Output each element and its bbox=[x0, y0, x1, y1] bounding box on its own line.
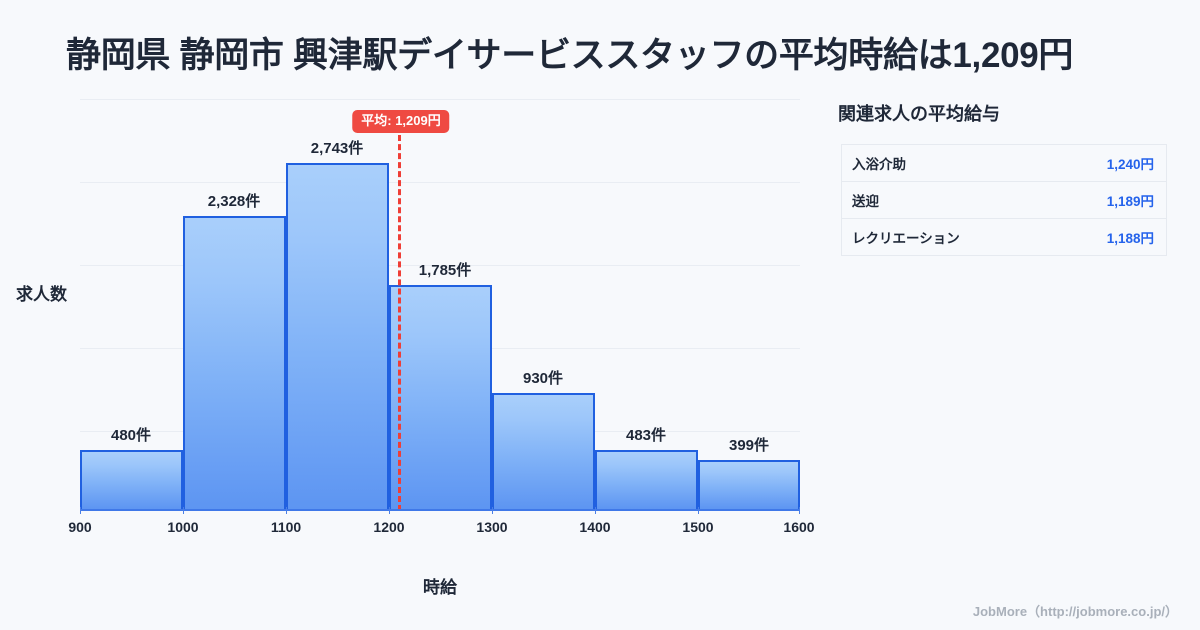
plot-area: 480件 2,328件 2,743件 1,785件 930件 483件 399件… bbox=[68, 99, 815, 535]
x-tick-label: 1300 bbox=[476, 519, 508, 535]
y-axis-title: 求人数 bbox=[16, 285, 67, 304]
bar-value-label: 480件 bbox=[110, 427, 152, 444]
x-tick bbox=[183, 507, 184, 514]
bar-1300-1400[interactable] bbox=[492, 393, 595, 511]
bar-1500-1600[interactable] bbox=[698, 460, 800, 511]
x-tick bbox=[286, 507, 287, 514]
table-row[interactable]: 入浴介助 1,240円 bbox=[841, 144, 1168, 182]
related-salary-value: 1,240円 bbox=[1053, 144, 1168, 182]
x-tick-label: 1000 bbox=[167, 519, 199, 535]
x-tick-label: 1200 bbox=[373, 519, 405, 535]
x-axis-title: 時給 bbox=[423, 578, 457, 597]
x-tick bbox=[389, 507, 390, 514]
gridline bbox=[80, 265, 800, 266]
related-salary-title: 関連求人の平均給与 bbox=[838, 104, 1000, 124]
x-axis-line bbox=[80, 509, 800, 511]
page-title: 静岡県 静岡市 興津駅デイサービススタッフの平均時給は1,209円 bbox=[66, 36, 1074, 75]
x-tick bbox=[595, 507, 596, 514]
bar-value-label: 1,785件 bbox=[418, 262, 472, 279]
average-badge: 平均: 1,209円 bbox=[352, 110, 450, 133]
x-tick-label: 900 bbox=[68, 519, 92, 535]
x-tick-label: 1500 bbox=[682, 519, 714, 535]
bar-value-label: 2,743件 bbox=[310, 140, 364, 157]
bar-1100-1200[interactable] bbox=[286, 163, 389, 511]
related-salary-value: 1,189円 bbox=[1053, 181, 1168, 219]
bar-1400-1500[interactable] bbox=[595, 450, 698, 511]
bar-1200-1300[interactable] bbox=[389, 285, 492, 511]
related-salary-value: 1,188円 bbox=[1053, 218, 1168, 256]
gridline bbox=[80, 99, 800, 100]
x-tick bbox=[492, 507, 493, 514]
related-salary-name: 入浴介助 bbox=[841, 144, 1054, 182]
x-tick-label: 1600 bbox=[783, 519, 815, 535]
related-salary-panel: 関連求人の平均給与 入浴介助 1,240円 送迎 1,189円 レクリエーション… bbox=[838, 100, 1168, 256]
x-tick-label: 1100 bbox=[270, 519, 302, 535]
histogram-chart: 求人数 480件 2,328件 2,743件 1,785件 930件 483件 … bbox=[0, 90, 830, 597]
x-tick bbox=[80, 507, 81, 514]
related-salary-name: レクリエーション bbox=[841, 218, 1054, 256]
x-tick-label: 1400 bbox=[579, 519, 611, 535]
gridline bbox=[80, 182, 800, 183]
x-tick bbox=[799, 507, 800, 514]
bar-value-label: 930件 bbox=[522, 370, 564, 387]
bar-value-label: 2,328件 bbox=[207, 193, 261, 210]
table-row[interactable]: レクリエーション 1,188円 bbox=[841, 218, 1168, 256]
related-salary-table: 入浴介助 1,240円 送迎 1,189円 レクリエーション 1,188円 bbox=[841, 144, 1168, 256]
average-line: 平均: 1,209円 bbox=[352, 110, 450, 511]
x-tick bbox=[698, 507, 699, 514]
related-salary-name: 送迎 bbox=[841, 181, 1054, 219]
table-row[interactable]: 送迎 1,189円 bbox=[841, 181, 1168, 219]
bar-value-label: 483件 bbox=[625, 427, 667, 444]
watermark-footer: JobMore（http://jobmore.co.jp/） bbox=[972, 604, 1178, 619]
bar-1000-1100[interactable] bbox=[183, 216, 286, 511]
bar-value-label: 399件 bbox=[728, 437, 770, 454]
bar-900-1000[interactable] bbox=[80, 450, 183, 511]
